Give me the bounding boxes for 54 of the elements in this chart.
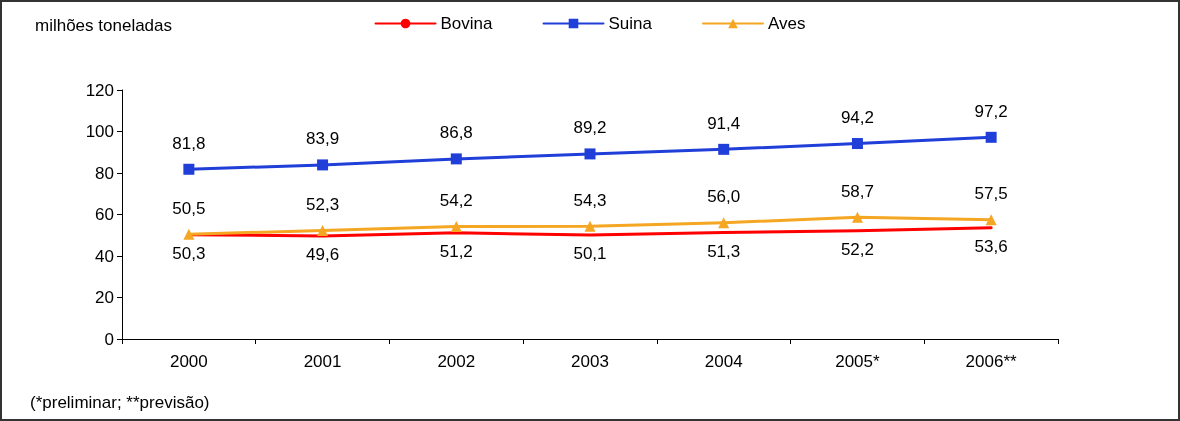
legend-label: Suina — [608, 14, 653, 33]
point — [584, 148, 596, 160]
y-tick-label: 120 — [85, 80, 114, 100]
point — [985, 214, 997, 226]
data-label: 58,7 — [840, 181, 874, 201]
data-label: 50,3 — [172, 243, 206, 263]
data-label: 51,3 — [707, 241, 741, 261]
data-label: 54,3 — [573, 190, 607, 210]
y-tick-label: 60 — [95, 205, 114, 224]
legend-label: Bovina — [440, 14, 494, 33]
data-label: 50,1 — [573, 244, 607, 264]
data-label: 50,5 — [172, 198, 206, 218]
data-label: 91,4 — [707, 113, 741, 133]
data-label: 56,0 — [707, 187, 741, 207]
point — [718, 217, 730, 229]
point — [851, 211, 863, 223]
y-tick-label: 40 — [95, 246, 114, 266]
y-tick-label: 20 — [95, 288, 114, 307]
point — [985, 131, 997, 143]
text: (*preliminar; **previsão) — [30, 393, 210, 412]
data-label: 81,8 — [172, 133, 206, 153]
data-label: 49,6 — [306, 245, 340, 265]
point — [317, 159, 329, 171]
point — [718, 143, 730, 155]
x-tick-label: 2004 — [704, 352, 743, 371]
x-tick-label: 2006** — [965, 352, 1018, 371]
y-tick-label: 0 — [104, 329, 114, 349]
data-label: 83,9 — [306, 129, 340, 149]
point — [450, 153, 462, 165]
point — [317, 224, 329, 236]
x-tick-label: 2002 — [437, 352, 476, 371]
point — [183, 228, 195, 240]
data-label: 97,2 — [974, 101, 1008, 121]
data-label: 53,6 — [974, 236, 1008, 256]
data-label: 86,8 — [439, 123, 473, 143]
data-label: 52,2 — [840, 239, 874, 259]
point — [450, 221, 462, 233]
x-tick-label: 2003 — [571, 352, 609, 371]
x-tick-label: 2000 — [169, 352, 208, 371]
data-label: 54,2 — [439, 191, 473, 211]
y-tick-label: 80 — [95, 163, 114, 183]
point — [851, 138, 863, 150]
y-tick-label: 100 — [85, 122, 114, 141]
data-label: 89,2 — [573, 118, 607, 138]
data-label: 57,5 — [974, 184, 1008, 204]
y-axis-title: milhões toneladas — [35, 16, 173, 35]
point — [584, 220, 596, 232]
x-tick-label: 2001 — [303, 352, 342, 371]
x-tick-label: 2005* — [835, 352, 881, 371]
data-label: 51,2 — [439, 241, 473, 261]
legend-label: Aves — [767, 14, 806, 33]
data-label: 94,2 — [840, 108, 874, 128]
data-label: 52,3 — [306, 194, 340, 214]
point — [183, 163, 195, 175]
